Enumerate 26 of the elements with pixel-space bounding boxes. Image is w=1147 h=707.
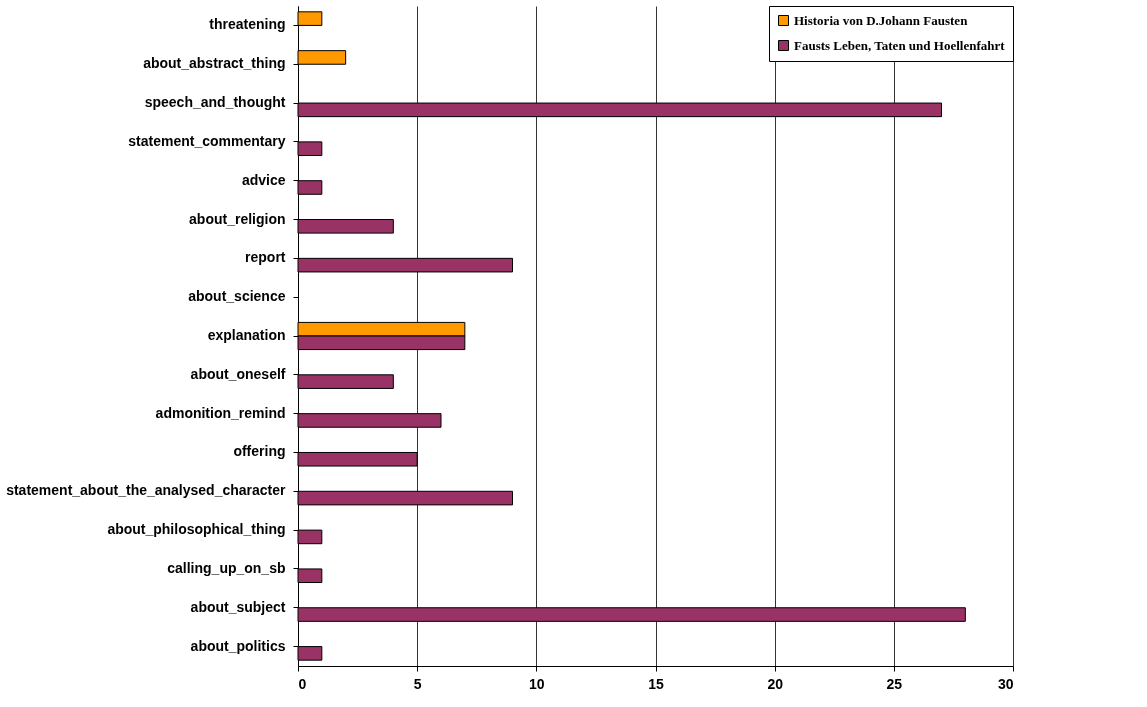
x-tick-label: 10 (529, 675, 545, 692)
y-tick-label: offering (233, 443, 286, 460)
y-tick-label: advice (241, 171, 286, 188)
y-tick-label: threatening (209, 16, 286, 33)
x-tick-label: 20 (767, 675, 784, 692)
x-tick-label: 30 (997, 675, 1014, 692)
y-tick-label: about_religion (189, 210, 286, 227)
y-tick-label: about_abstract_thing (143, 55, 286, 72)
y-tick-label: about_subject (190, 598, 286, 615)
y-tick-label: about_science (188, 288, 286, 305)
y-tick-label: speech_and_thought (144, 94, 286, 111)
y-tick-label: explanation (207, 327, 286, 343)
y-tick-label: about_philosophical_thing (107, 521, 286, 538)
legend-label: Historia von D.Johann Fausten (794, 12, 969, 28)
y-tick-label: statement_about_the_analysed_character (6, 482, 287, 499)
x-tick-label: 0 (298, 675, 307, 692)
x-tick-label: 25 (886, 675, 903, 692)
y-tick-label: admonition_remind (155, 404, 286, 421)
y-tick-label: report (245, 249, 286, 266)
x-tick-label: 5 (413, 675, 422, 692)
y-tick-label: statement_commentary (128, 132, 286, 149)
y-tick-label: about_oneself (190, 365, 286, 382)
y-tick-label: calling_up_on_sb (167, 559, 286, 576)
y-tick-label: about_politics (190, 637, 286, 654)
legend-label: Fausts Leben, Taten und Hoellenfahrt (794, 37, 1006, 53)
x-tick-label: 15 (648, 675, 664, 692)
